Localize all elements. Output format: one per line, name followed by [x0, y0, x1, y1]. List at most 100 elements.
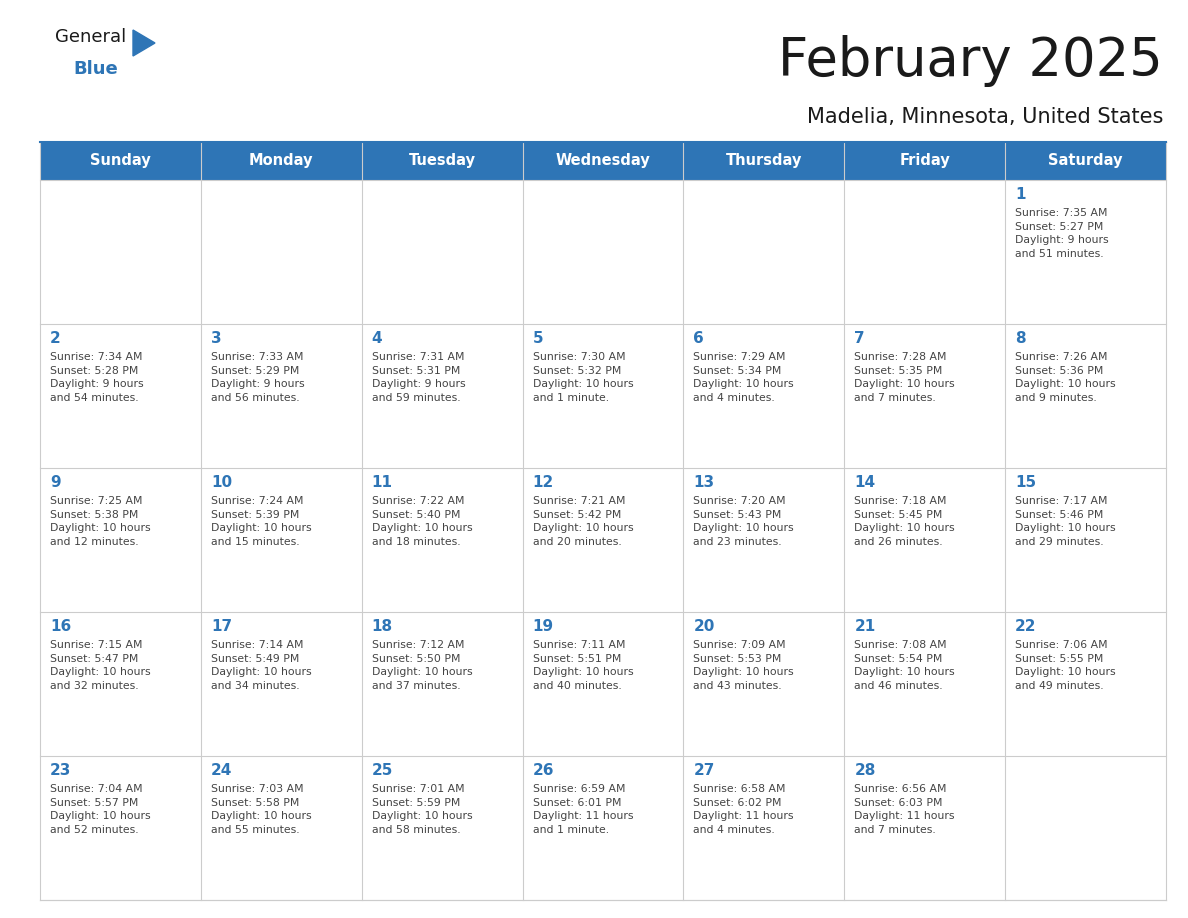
Polygon shape [133, 30, 154, 56]
Text: 8: 8 [1015, 331, 1025, 346]
Bar [201, 468, 361, 612]
Text: Sunrise: 6:58 AM
Sunset: 6:02 PM
Daylight: 11 hours
and 4 minutes.: Sunrise: 6:58 AM Sunset: 6:02 PM Dayligh… [694, 784, 794, 834]
Bar [683, 756, 845, 900]
Bar [40, 324, 201, 468]
Bar [361, 324, 523, 468]
Text: Sunrise: 7:22 AM
Sunset: 5:40 PM
Daylight: 10 hours
and 18 minutes.: Sunrise: 7:22 AM Sunset: 5:40 PM Dayligh… [372, 496, 473, 547]
Text: General: General [55, 28, 126, 46]
Text: 26: 26 [532, 763, 554, 778]
Text: Sunrise: 7:08 AM
Sunset: 5:54 PM
Daylight: 10 hours
and 46 minutes.: Sunrise: 7:08 AM Sunset: 5:54 PM Dayligh… [854, 640, 955, 691]
Text: Sunrise: 7:25 AM
Sunset: 5:38 PM
Daylight: 10 hours
and 12 minutes.: Sunrise: 7:25 AM Sunset: 5:38 PM Dayligh… [50, 496, 151, 547]
Text: 23: 23 [50, 763, 71, 778]
Text: 4: 4 [372, 331, 383, 346]
Text: 10: 10 [210, 475, 232, 490]
Text: 11: 11 [372, 475, 393, 490]
Text: Sunrise: 7:03 AM
Sunset: 5:58 PM
Daylight: 10 hours
and 55 minutes.: Sunrise: 7:03 AM Sunset: 5:58 PM Dayligh… [210, 784, 311, 834]
Bar [1005, 324, 1165, 468]
Text: Sunrise: 7:20 AM
Sunset: 5:43 PM
Daylight: 10 hours
and 23 minutes.: Sunrise: 7:20 AM Sunset: 5:43 PM Dayligh… [694, 496, 794, 547]
Text: Sunday: Sunday [90, 153, 151, 169]
Text: Sunrise: 7:09 AM
Sunset: 5:53 PM
Daylight: 10 hours
and 43 minutes.: Sunrise: 7:09 AM Sunset: 5:53 PM Dayligh… [694, 640, 794, 691]
Text: Thursday: Thursday [726, 153, 802, 169]
Bar [1005, 180, 1165, 324]
Bar [361, 612, 523, 756]
Text: 9: 9 [50, 475, 61, 490]
Bar [845, 756, 1005, 900]
Text: Sunrise: 7:24 AM
Sunset: 5:39 PM
Daylight: 10 hours
and 15 minutes.: Sunrise: 7:24 AM Sunset: 5:39 PM Dayligh… [210, 496, 311, 547]
Bar [361, 468, 523, 612]
Text: Sunrise: 7:14 AM
Sunset: 5:49 PM
Daylight: 10 hours
and 34 minutes.: Sunrise: 7:14 AM Sunset: 5:49 PM Dayligh… [210, 640, 311, 691]
Text: 22: 22 [1015, 619, 1037, 634]
Bar [523, 180, 683, 324]
Text: Sunrise: 7:29 AM
Sunset: 5:34 PM
Daylight: 10 hours
and 4 minutes.: Sunrise: 7:29 AM Sunset: 5:34 PM Dayligh… [694, 352, 794, 403]
Text: Sunrise: 7:31 AM
Sunset: 5:31 PM
Daylight: 9 hours
and 59 minutes.: Sunrise: 7:31 AM Sunset: 5:31 PM Dayligh… [372, 352, 466, 403]
Text: 18: 18 [372, 619, 393, 634]
Text: 13: 13 [694, 475, 714, 490]
Text: Wednesday: Wednesday [556, 153, 650, 169]
Bar [1005, 756, 1165, 900]
Text: Sunrise: 7:33 AM
Sunset: 5:29 PM
Daylight: 9 hours
and 56 minutes.: Sunrise: 7:33 AM Sunset: 5:29 PM Dayligh… [210, 352, 304, 403]
Text: 7: 7 [854, 331, 865, 346]
Text: Saturday: Saturday [1048, 153, 1123, 169]
Bar [523, 756, 683, 900]
Text: 27: 27 [694, 763, 715, 778]
Bar [40, 142, 201, 180]
Bar [523, 324, 683, 468]
Text: 24: 24 [210, 763, 232, 778]
Text: 14: 14 [854, 475, 876, 490]
Bar [1005, 142, 1165, 180]
Bar [683, 180, 845, 324]
Bar [1005, 468, 1165, 612]
Bar [201, 756, 361, 900]
Text: Madelia, Minnesota, United States: Madelia, Minnesota, United States [807, 107, 1163, 127]
Text: Sunrise: 7:30 AM
Sunset: 5:32 PM
Daylight: 10 hours
and 1 minute.: Sunrise: 7:30 AM Sunset: 5:32 PM Dayligh… [532, 352, 633, 403]
Bar [683, 324, 845, 468]
Bar [201, 142, 361, 180]
Text: Sunrise: 7:11 AM
Sunset: 5:51 PM
Daylight: 10 hours
and 40 minutes.: Sunrise: 7:11 AM Sunset: 5:51 PM Dayligh… [532, 640, 633, 691]
Text: 12: 12 [532, 475, 554, 490]
Bar [361, 180, 523, 324]
Text: 3: 3 [210, 331, 221, 346]
Bar [40, 180, 201, 324]
Bar [845, 180, 1005, 324]
Text: 21: 21 [854, 619, 876, 634]
Bar [40, 612, 201, 756]
Bar [683, 142, 845, 180]
Text: 20: 20 [694, 619, 715, 634]
Text: Blue: Blue [72, 60, 118, 78]
Bar [40, 756, 201, 900]
Text: Sunrise: 7:17 AM
Sunset: 5:46 PM
Daylight: 10 hours
and 29 minutes.: Sunrise: 7:17 AM Sunset: 5:46 PM Dayligh… [1015, 496, 1116, 547]
Bar [845, 468, 1005, 612]
Bar [40, 468, 201, 612]
Text: Friday: Friday [899, 153, 950, 169]
Text: Sunrise: 7:28 AM
Sunset: 5:35 PM
Daylight: 10 hours
and 7 minutes.: Sunrise: 7:28 AM Sunset: 5:35 PM Dayligh… [854, 352, 955, 403]
Text: Sunrise: 7:04 AM
Sunset: 5:57 PM
Daylight: 10 hours
and 52 minutes.: Sunrise: 7:04 AM Sunset: 5:57 PM Dayligh… [50, 784, 151, 834]
Text: 6: 6 [694, 331, 704, 346]
Bar [683, 468, 845, 612]
Text: Sunrise: 7:21 AM
Sunset: 5:42 PM
Daylight: 10 hours
and 20 minutes.: Sunrise: 7:21 AM Sunset: 5:42 PM Dayligh… [532, 496, 633, 547]
Text: 16: 16 [50, 619, 71, 634]
Text: 17: 17 [210, 619, 232, 634]
Text: Sunrise: 6:59 AM
Sunset: 6:01 PM
Daylight: 11 hours
and 1 minute.: Sunrise: 6:59 AM Sunset: 6:01 PM Dayligh… [532, 784, 633, 834]
Bar [523, 468, 683, 612]
Bar [845, 142, 1005, 180]
Bar [201, 324, 361, 468]
Bar [1005, 612, 1165, 756]
Text: 28: 28 [854, 763, 876, 778]
Bar [523, 612, 683, 756]
Text: Sunrise: 7:06 AM
Sunset: 5:55 PM
Daylight: 10 hours
and 49 minutes.: Sunrise: 7:06 AM Sunset: 5:55 PM Dayligh… [1015, 640, 1116, 691]
Text: Sunrise: 7:26 AM
Sunset: 5:36 PM
Daylight: 10 hours
and 9 minutes.: Sunrise: 7:26 AM Sunset: 5:36 PM Dayligh… [1015, 352, 1116, 403]
Text: Sunrise: 7:34 AM
Sunset: 5:28 PM
Daylight: 9 hours
and 54 minutes.: Sunrise: 7:34 AM Sunset: 5:28 PM Dayligh… [50, 352, 144, 403]
Bar [845, 612, 1005, 756]
Text: 19: 19 [532, 619, 554, 634]
Bar [201, 612, 361, 756]
Text: Tuesday: Tuesday [409, 153, 475, 169]
Text: Sunrise: 7:12 AM
Sunset: 5:50 PM
Daylight: 10 hours
and 37 minutes.: Sunrise: 7:12 AM Sunset: 5:50 PM Dayligh… [372, 640, 473, 691]
Text: Sunrise: 7:01 AM
Sunset: 5:59 PM
Daylight: 10 hours
and 58 minutes.: Sunrise: 7:01 AM Sunset: 5:59 PM Dayligh… [372, 784, 473, 834]
Text: Sunrise: 7:18 AM
Sunset: 5:45 PM
Daylight: 10 hours
and 26 minutes.: Sunrise: 7:18 AM Sunset: 5:45 PM Dayligh… [854, 496, 955, 547]
Bar [201, 180, 361, 324]
Text: 25: 25 [372, 763, 393, 778]
Bar [683, 612, 845, 756]
Text: Sunrise: 7:35 AM
Sunset: 5:27 PM
Daylight: 9 hours
and 51 minutes.: Sunrise: 7:35 AM Sunset: 5:27 PM Dayligh… [1015, 208, 1108, 259]
Text: February 2025: February 2025 [778, 35, 1163, 87]
Text: 15: 15 [1015, 475, 1036, 490]
